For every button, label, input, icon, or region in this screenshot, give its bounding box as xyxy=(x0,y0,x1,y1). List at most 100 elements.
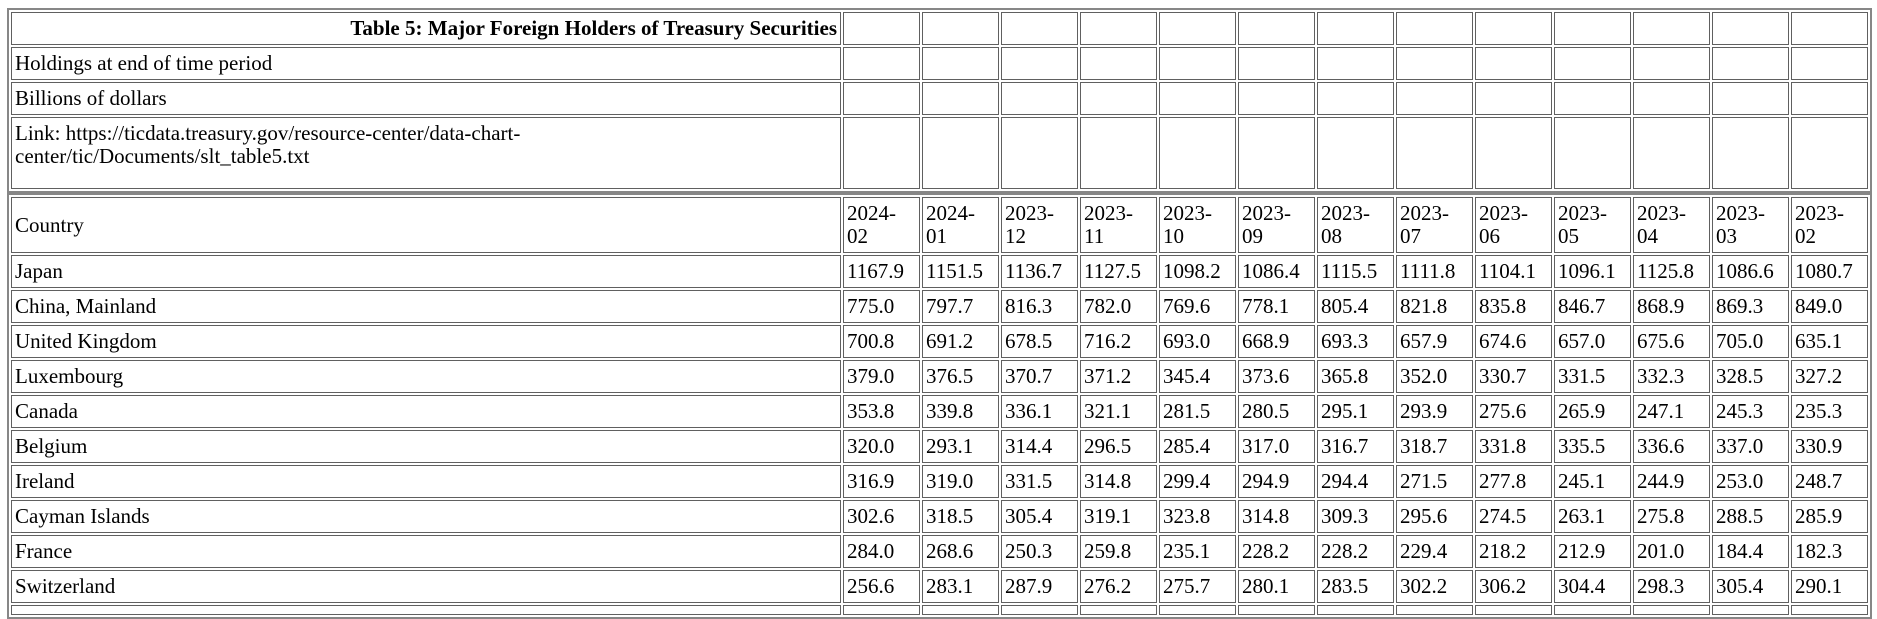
value-cell: 868.9 xyxy=(1633,290,1710,323)
value-cell: 331.5 xyxy=(1001,465,1078,498)
value-cell: 331.8 xyxy=(1475,430,1552,463)
value-cell: 294.9 xyxy=(1238,465,1315,498)
empty-cell xyxy=(1396,47,1473,80)
value-cell: 314.8 xyxy=(1238,500,1315,533)
meta-table: Table 5: Major Foreign Holders of Treasu… xyxy=(7,8,1872,193)
country-cell: Canada xyxy=(11,395,841,428)
value-cell: 1111.8 xyxy=(1396,255,1473,288)
value-cell: 283.1 xyxy=(922,570,999,603)
value-cell: 314.4 xyxy=(1001,430,1078,463)
value-cell: 250.3 xyxy=(1001,535,1078,568)
value-cell: 288.5 xyxy=(1712,500,1789,533)
empty-cell xyxy=(1633,47,1710,80)
value-cell: 305.4 xyxy=(1712,570,1789,603)
value-cell: 295.6 xyxy=(1396,500,1473,533)
value-cell: 693.0 xyxy=(1159,325,1236,358)
value-cell: 281.5 xyxy=(1159,395,1236,428)
value-cell: 352.0 xyxy=(1396,360,1473,393)
value-cell: 376.5 xyxy=(922,360,999,393)
value-cell: 321.1 xyxy=(1080,395,1157,428)
empty-cell xyxy=(1396,117,1473,189)
value-cell: 271.5 xyxy=(1396,465,1473,498)
empty-cell xyxy=(1159,605,1236,615)
value-cell: 265.9 xyxy=(1554,395,1631,428)
value-cell: 1115.5 xyxy=(1317,255,1394,288)
value-cell: 316.9 xyxy=(843,465,920,498)
month-column-header: 2024- 01 xyxy=(922,197,999,253)
empty-cell xyxy=(1475,47,1552,80)
empty-cell xyxy=(922,117,999,189)
empty-cell xyxy=(1001,47,1078,80)
value-cell: 309.3 xyxy=(1317,500,1394,533)
value-cell: 228.2 xyxy=(1317,535,1394,568)
value-cell: 182.3 xyxy=(1791,535,1868,568)
value-cell: 293.1 xyxy=(922,430,999,463)
value-cell: 675.6 xyxy=(1633,325,1710,358)
empty-cell xyxy=(1001,605,1078,615)
value-cell: 365.8 xyxy=(1317,360,1394,393)
value-cell: 797.7 xyxy=(922,290,999,323)
value-cell: 229.4 xyxy=(1396,535,1473,568)
empty-cell xyxy=(1712,605,1789,615)
units-note: Billions of dollars xyxy=(11,82,841,115)
empty-cell xyxy=(1080,82,1157,115)
value-cell: 373.6 xyxy=(1238,360,1315,393)
value-cell: 277.8 xyxy=(1475,465,1552,498)
value-cell: 245.3 xyxy=(1712,395,1789,428)
country-cell: Switzerland xyxy=(11,570,841,603)
value-cell: 335.5 xyxy=(1554,430,1631,463)
value-cell: 263.1 xyxy=(1554,500,1631,533)
month-column-header: 2023- 12 xyxy=(1001,197,1078,253)
header-row: Country 2024- 02 2024- 01 2023- 12 2023- 11 2023… xyxy=(11,197,1868,253)
value-cell: 849.0 xyxy=(1791,290,1868,323)
month-column-header: 2023- 10 xyxy=(1159,197,1236,253)
value-cell: 379.0 xyxy=(843,360,920,393)
value-cell: 296.5 xyxy=(1080,430,1157,463)
value-cell: 782.0 xyxy=(1080,290,1157,323)
empty-cell xyxy=(1554,82,1631,115)
value-cell: 283.5 xyxy=(1317,570,1394,603)
country-cell: United Kingdom xyxy=(11,325,841,358)
empty-cell xyxy=(843,47,920,80)
value-cell: 218.2 xyxy=(1475,535,1552,568)
value-cell: 280.1 xyxy=(1238,570,1315,603)
value-cell: 1086.6 xyxy=(1712,255,1789,288)
value-cell: 228.2 xyxy=(1238,535,1315,568)
value-cell: 298.3 xyxy=(1633,570,1710,603)
empty-cell xyxy=(922,12,999,45)
value-cell: 353.8 xyxy=(843,395,920,428)
value-cell: 330.7 xyxy=(1475,360,1552,393)
empty-cell xyxy=(1475,605,1552,615)
value-cell: 846.7 xyxy=(1554,290,1631,323)
value-cell: 244.9 xyxy=(1633,465,1710,498)
month-column-header: 2023- 07 xyxy=(1396,197,1473,253)
value-cell: 327.2 xyxy=(1791,360,1868,393)
value-cell: 691.2 xyxy=(922,325,999,358)
empty-cell xyxy=(1791,605,1868,615)
month-column-header: 2024- 02 xyxy=(843,197,920,253)
value-cell: 705.0 xyxy=(1712,325,1789,358)
value-cell: 657.9 xyxy=(1396,325,1473,358)
value-cell: 345.4 xyxy=(1159,360,1236,393)
value-cell: 1096.1 xyxy=(1554,255,1631,288)
empty-cell xyxy=(1633,117,1710,189)
value-cell: 302.6 xyxy=(843,500,920,533)
value-cell: 1098.2 xyxy=(1159,255,1236,288)
empty-cell xyxy=(1396,605,1473,615)
title-row: Table 5: Major Foreign Holders of Treasu… xyxy=(11,12,1868,45)
value-cell: 716.2 xyxy=(1080,325,1157,358)
value-cell: 280.5 xyxy=(1238,395,1315,428)
empty-cell xyxy=(1712,82,1789,115)
value-cell: 268.6 xyxy=(922,535,999,568)
value-cell: 1167.9 xyxy=(843,255,920,288)
table-row: China, Mainland 775.0 797.7 816.3 782.0 769.6… xyxy=(11,290,1868,323)
value-cell: 317.0 xyxy=(1238,430,1315,463)
empty-cell xyxy=(1712,12,1789,45)
value-cell: 339.8 xyxy=(922,395,999,428)
empty-cell xyxy=(1554,47,1631,80)
value-cell: 1125.8 xyxy=(1633,255,1710,288)
empty-cell xyxy=(1080,605,1157,615)
table-row: Canada 353.8 339.8 336.1 321.1 281.5 280.5 295.… xyxy=(11,395,1868,428)
value-cell: 835.8 xyxy=(1475,290,1552,323)
value-cell: 370.7 xyxy=(1001,360,1078,393)
